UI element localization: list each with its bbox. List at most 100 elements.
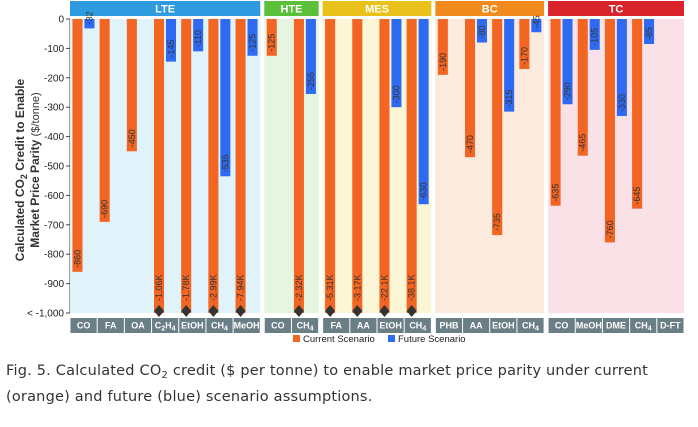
y-axis-title-line2: Market Price Parity ($/tonne) bbox=[28, 92, 42, 247]
bar-chart: 0 -100 -200 -300 -400 -500 -600 -700 -800 -900 < -… bbox=[13, 1, 684, 345]
category-label-part: 4 bbox=[648, 326, 652, 333]
category-label: DME bbox=[606, 321, 626, 331]
current-bar bbox=[208, 19, 219, 313]
off-scale-marker bbox=[406, 305, 417, 317]
current-bar bbox=[325, 19, 336, 313]
group-header bbox=[264, 1, 319, 16]
legend-label: Future Scenario bbox=[398, 334, 466, 345]
category-box bbox=[350, 318, 377, 333]
figure-caption: Fig. 5. Calculated CO2 credit ($ per ton… bbox=[6, 358, 692, 410]
future-bar bbox=[165, 19, 177, 62]
current-bar-label: -470 bbox=[465, 135, 475, 153]
category-label-part: C bbox=[155, 321, 162, 331]
current-bar bbox=[406, 19, 417, 313]
group-header bbox=[70, 1, 261, 16]
future-bar bbox=[418, 19, 429, 205]
category-label: CH4 bbox=[297, 321, 314, 333]
off-scale-marker bbox=[379, 305, 390, 317]
category-box bbox=[152, 318, 179, 333]
current-bar-label: -5.31K bbox=[325, 274, 335, 301]
group-header bbox=[322, 1, 432, 16]
current-bar bbox=[550, 19, 561, 206]
category-label: CH4 bbox=[522, 321, 539, 333]
off-scale-marker bbox=[352, 305, 363, 317]
category-box bbox=[548, 318, 575, 333]
future-bar-label: -630 bbox=[419, 182, 429, 200]
current-bar bbox=[519, 19, 530, 69]
group-background bbox=[70, 19, 261, 313]
current-bar-label: -735 bbox=[492, 213, 502, 231]
category-label-part: 4 bbox=[310, 326, 314, 333]
category-label: CO bbox=[77, 321, 91, 331]
category-box bbox=[323, 318, 350, 333]
current-bar-label: -450 bbox=[127, 129, 137, 147]
y-tick-label: -500 bbox=[44, 162, 64, 173]
category-box bbox=[206, 318, 233, 333]
category-label: FA bbox=[330, 321, 342, 331]
current-bar bbox=[352, 19, 363, 313]
category-label: AA bbox=[357, 321, 370, 331]
category-label-part: 4 bbox=[224, 326, 228, 333]
category-label: CO bbox=[271, 321, 285, 331]
category-box bbox=[124, 318, 152, 333]
future-bar bbox=[616, 19, 627, 117]
category-box bbox=[179, 318, 206, 333]
y-axis-title-line1: Calculated CO2 Credit to Enable bbox=[13, 78, 29, 261]
future-bar bbox=[531, 19, 542, 33]
category-label: MeOH bbox=[234, 321, 260, 331]
current-bar bbox=[266, 19, 277, 56]
category-box bbox=[463, 318, 490, 333]
future-bar bbox=[644, 19, 655, 44]
future-bar bbox=[84, 19, 95, 29]
future-bar-label: -105 bbox=[590, 28, 600, 46]
future-bar-label: -330 bbox=[617, 94, 627, 112]
category-label: OA bbox=[131, 321, 145, 331]
future-bar bbox=[504, 19, 515, 112]
category-label-part: H bbox=[165, 321, 172, 331]
future-bar bbox=[562, 19, 573, 105]
category-box bbox=[404, 318, 431, 333]
future-bar-label: -125 bbox=[248, 34, 258, 52]
caption-suffix: credit ($ per tonne) to enable market pr… bbox=[6, 363, 649, 405]
chart-container: 0 -100 -200 -300 -400 -500 -600 -700 -800 -900 < -… bbox=[13, 1, 684, 345]
future-bar-label: -290 bbox=[563, 82, 573, 100]
future-bar-label: -255 bbox=[306, 72, 316, 90]
current-bar-label: -38.1K bbox=[407, 274, 417, 301]
category-label: CH4 bbox=[409, 321, 426, 333]
future-bar bbox=[220, 19, 231, 177]
category-box bbox=[97, 318, 124, 333]
group-label: LTE bbox=[155, 4, 175, 16]
off-scale-marker bbox=[208, 305, 219, 317]
group-label: BC bbox=[482, 4, 498, 16]
y-tick-label: -100 bbox=[44, 44, 64, 55]
current-bar-label: -125 bbox=[267, 34, 277, 52]
y-tick-label: -800 bbox=[44, 250, 64, 261]
category-box bbox=[602, 318, 630, 333]
category-label: FA bbox=[105, 321, 117, 331]
y-axis-title-text-rest: Credit to Enable bbox=[13, 78, 27, 174]
current-bar-label: -3.17K bbox=[352, 274, 362, 301]
y-tick-label: -300 bbox=[44, 103, 64, 114]
legend-label: Current Scenario bbox=[303, 334, 375, 345]
y-axis-title-line2-text: Market Price Parity bbox=[28, 136, 42, 247]
category-box bbox=[233, 318, 260, 333]
y-tick-label: -900 bbox=[44, 279, 64, 290]
current-bar bbox=[379, 19, 390, 313]
category-box bbox=[575, 318, 602, 333]
current-bar bbox=[632, 19, 643, 209]
future-bar-label: -300 bbox=[391, 85, 401, 103]
current-bar bbox=[464, 19, 476, 158]
category-label: C2H4 bbox=[155, 321, 176, 333]
off-scale-marker bbox=[235, 305, 246, 317]
y-tick-label: -400 bbox=[44, 132, 64, 143]
current-bar-label: -170 bbox=[519, 47, 529, 65]
current-bar-label: -190 bbox=[438, 53, 448, 71]
future-bar-label: -315 bbox=[504, 90, 514, 108]
category-label: EtOH bbox=[379, 321, 402, 331]
y-tick-label: -600 bbox=[44, 191, 64, 202]
current-bar-label: -2.32K bbox=[294, 274, 304, 301]
future-bar bbox=[193, 19, 204, 52]
legend-swatch bbox=[388, 335, 395, 342]
future-bar-label: -80 bbox=[477, 26, 487, 39]
